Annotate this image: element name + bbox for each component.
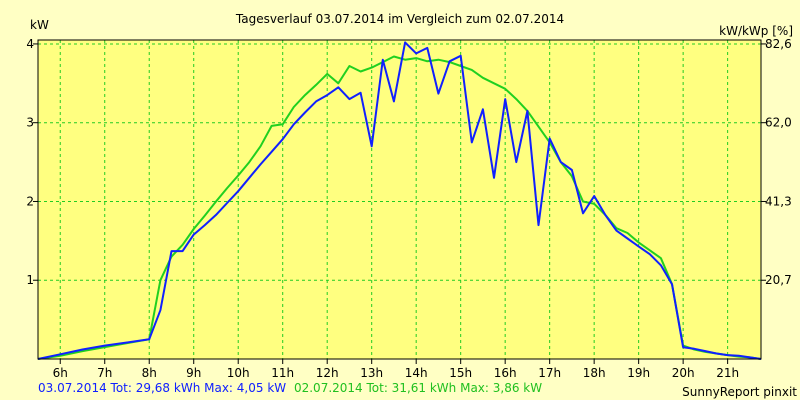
x-tick-label: 9h	[186, 366, 201, 380]
y-right-tick-label: 41,3	[765, 194, 792, 208]
x-tick-label: 11h	[271, 366, 294, 380]
footer-blue-summary: 03.07.2014 Tot: 29,68 kWh Max: 4,05 kW	[38, 381, 286, 395]
y-left-axis-label: kW	[30, 18, 49, 32]
grid-lines	[38, 40, 761, 359]
y-right-tick-labels: 20,7 41,3 62,0 82,6	[765, 37, 792, 287]
plot-area	[38, 40, 761, 359]
series-lines	[37, 41, 762, 360]
y-right-axis-label: kW/kWp [%]	[719, 24, 793, 38]
y-right-tick-label: 62,0	[765, 116, 792, 130]
x-tick-label: 16h	[494, 366, 517, 380]
series-line-blue	[37, 41, 762, 360]
x-tick-label: 19h	[627, 366, 650, 380]
x-tick-label: 6h	[53, 366, 68, 380]
y-left-tick-label: 4	[26, 37, 34, 51]
x-tick-label: 20h	[672, 366, 695, 380]
footer-green-summary: 02.07.2014 Tot: 31,61 kWh Max: 3,86 kW	[294, 381, 542, 395]
footer-summary: 03.07.2014 Tot: 29,68 kWh Max: 4,05 kW 0…	[38, 381, 542, 395]
chart-title: Tagesverlauf 03.07.2014 im Vergleich zum…	[235, 12, 564, 26]
x-tick-label: 14h	[405, 366, 428, 380]
x-tick-label: 18h	[583, 366, 606, 380]
x-tick-label: 10h	[227, 366, 250, 380]
y-right-tick-label: 20,7	[765, 273, 792, 287]
tick-marks	[33, 43, 766, 364]
x-tick-label: 13h	[360, 366, 383, 380]
plot-frame	[37, 39, 762, 360]
y-left-tick-labels: 1 2 3 4	[26, 37, 34, 287]
footer-credit: SunnyReport pinxit	[682, 385, 797, 399]
x-tick-label: 17h	[538, 366, 561, 380]
x-tick-label: 15h	[449, 366, 472, 380]
y-left-tick-label: 2	[26, 194, 34, 208]
x-tick-label: 7h	[97, 366, 112, 380]
y-left-tick-label: 3	[26, 116, 34, 130]
y-right-tick-label: 82,6	[765, 37, 792, 51]
series-line-green	[37, 55, 762, 360]
x-tick-label: 21h	[716, 366, 739, 380]
x-tick-label: 8h	[142, 366, 157, 380]
y-left-tick-label: 1	[26, 273, 34, 287]
x-tick-label: 12h	[316, 366, 339, 380]
x-tick-labels: 6h 7h 8h 9h 10h 11h 12h 13h 14h 15h 16h 17h 18h 19h 20…	[53, 366, 739, 380]
